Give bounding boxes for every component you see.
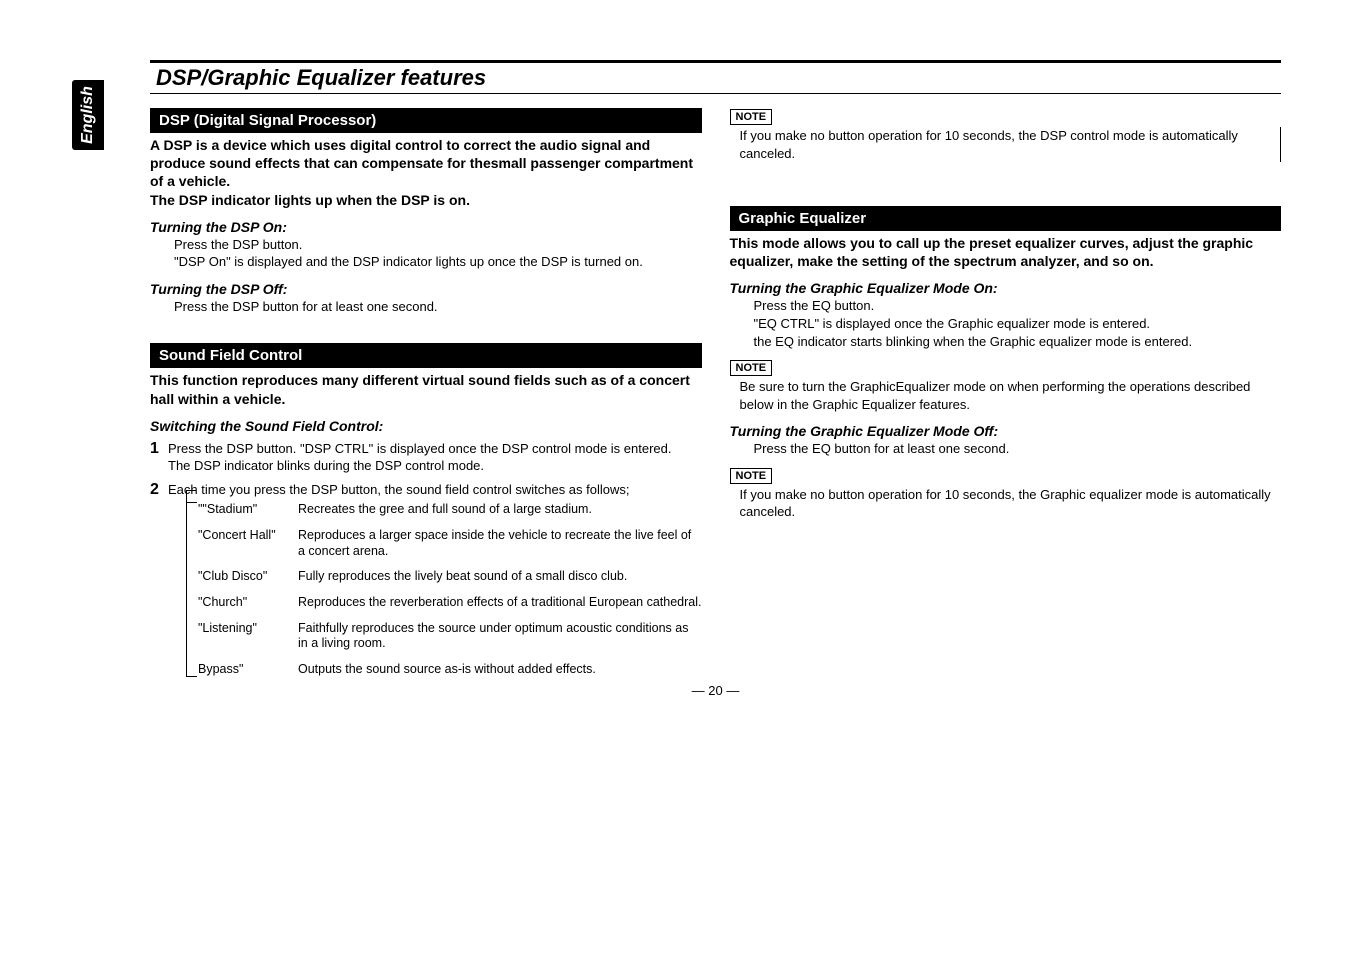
table-row: "Church" Reproduces the reverberation ef… (198, 595, 702, 611)
step-1-line-a: Press the DSP button. "DSP CTRL" is disp… (168, 441, 672, 456)
note-1-text: If you make no button operation for 10 s… (740, 127, 1282, 162)
dsp-on-step1: Press the DSP button. (174, 237, 302, 252)
sf-desc-concert: Reproduces a larger space inside the veh… (298, 528, 702, 559)
table-row: Bypass" Outputs the sound source as-is w… (198, 662, 702, 678)
dsp-intro-text: A DSP is a device which uses digital con… (150, 136, 702, 209)
sfc-intro-text: This function reproduces many different … (150, 371, 702, 407)
dsp-section-header: DSP (Digital Signal Processor) (150, 108, 702, 133)
sf-desc-bypass: Outputs the sound source as-is without a… (298, 662, 702, 678)
geq-on-step2: "EQ CTRL" is displayed once the Graphic … (754, 316, 1151, 331)
sf-desc-disco: Fully reproduces the lively beat sound o… (298, 569, 702, 585)
page-title: DSP/Graphic Equalizer features (156, 65, 1281, 91)
sf-label-listening: "Listening" (198, 621, 298, 652)
dsp-intro-line2: The DSP indicator lights up when the DSP… (150, 192, 470, 208)
sf-label-concert: "Concert Hall" (198, 528, 298, 559)
dsp-off-step1: Press the DSP button for at least one se… (174, 299, 438, 314)
sf-label-disco: "Club Disco" (198, 569, 298, 585)
step-1: 1 Press the DSP button. "DSP CTRL" is di… (150, 440, 702, 475)
dsp-on-heading: Turning the DSP On: (150, 219, 702, 235)
note-label: NOTE (730, 360, 773, 376)
page-number: — 20 — (150, 683, 1281, 698)
sf-label-stadium: ""Stadium" (198, 502, 298, 518)
sfc-section-header: Sound Field Control (150, 343, 702, 368)
sf-desc-church: Reproduces the reverberation effects of … (298, 595, 702, 611)
right-column: NOTE If you make no button operation for… (730, 108, 1282, 677)
sfc-switch-heading: Switching the Sound Field Control: (150, 418, 702, 434)
dsp-on-step2: "DSP On" is displayed and the DSP indica… (174, 254, 643, 269)
page-content: DSP/Graphic Equalizer features DSP (Digi… (150, 60, 1281, 698)
geq-intro-text: This mode allows you to call up the pres… (730, 234, 1282, 270)
sf-desc-stadium: Recreates the gree and full sound of a l… (298, 502, 702, 518)
geq-off-body: Press the EQ button for at least one sec… (754, 440, 1282, 458)
note-label: NOTE (730, 109, 773, 125)
sf-label-church: "Church" (198, 595, 298, 611)
geq-off-heading: Turning the Graphic Equalizer Mode Off: (730, 423, 1282, 439)
table-row: "Concert Hall" Reproduces a larger space… (198, 528, 702, 559)
geq-off-step1: Press the EQ button for at least one sec… (754, 441, 1010, 456)
table-row: "Listening" Faithfully reproduces the so… (198, 621, 702, 652)
note-3-text: If you make no button operation for 10 s… (740, 486, 1282, 521)
title-divider (150, 93, 1281, 94)
dsp-on-body: Press the DSP button. "DSP On" is displa… (174, 236, 702, 271)
step-1-line-b: The DSP indicator blinks during the DSP … (168, 458, 484, 473)
page: English DSP/Graphic Equalizer features D… (0, 0, 1351, 954)
dsp-off-body: Press the DSP button for at least one se… (174, 298, 702, 316)
sound-field-table: ""Stadium" Recreates the gree and full s… (198, 502, 702, 677)
geq-on-step1: Press the EQ button. (754, 298, 875, 313)
step-1-body: Press the DSP button. "DSP CTRL" is disp… (168, 440, 702, 475)
note-label: NOTE (730, 468, 773, 484)
step-2-body: Each time you press the DSP button, the … (168, 481, 702, 678)
spacer (730, 166, 1282, 194)
dsp-off-heading: Turning the DSP Off: (150, 281, 702, 297)
bracket-top-tick (186, 490, 187, 502)
cycle-bracket (186, 502, 197, 677)
table-row: ""Stadium" Recreates the gree and full s… (198, 502, 702, 518)
geq-section-header: Graphic Equalizer (730, 206, 1282, 231)
note-2-text: Be sure to turn the GraphicEqualizer mod… (740, 378, 1282, 413)
sf-desc-listening: Faithfully reproduces the source under o… (298, 621, 702, 652)
sf-label-bypass: Bypass" (198, 662, 298, 678)
language-tab: English (72, 80, 104, 150)
spacer (150, 315, 702, 331)
table-row: "Club Disco" Fully reproduces the lively… (198, 569, 702, 585)
step-number-1: 1 (150, 440, 168, 458)
geq-on-heading: Turning the Graphic Equalizer Mode On: (730, 280, 1282, 296)
dsp-intro-line1: A DSP is a device which uses digital con… (150, 137, 693, 189)
step-number-2: 2 (150, 481, 168, 499)
geq-on-step3: the EQ indicator starts blinking when th… (754, 334, 1193, 349)
step-2: 2 Each time you press the DSP button, th… (150, 481, 702, 678)
two-column-layout: DSP (Digital Signal Processor) A DSP is … (150, 108, 1281, 677)
step-2-text: Each time you press the DSP button, the … (168, 482, 630, 497)
left-column: DSP (Digital Signal Processor) A DSP is … (150, 108, 702, 677)
geq-on-body: Press the EQ button. "EQ CTRL" is displa… (754, 297, 1282, 350)
top-divider (150, 60, 1281, 63)
